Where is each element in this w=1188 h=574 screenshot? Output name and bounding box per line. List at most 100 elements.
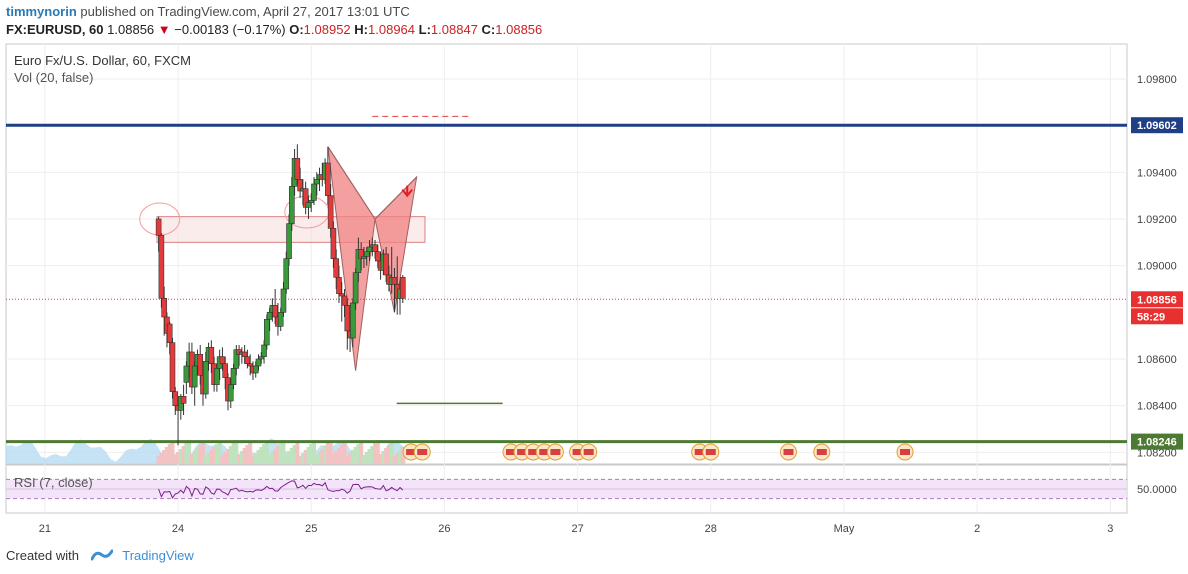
volume-bar [239,451,244,464]
volume-bar [345,456,350,464]
time-tick-label: 24 [172,523,184,535]
volume-bar [367,449,372,464]
candle-body [286,223,292,259]
volume-bar [173,455,178,464]
volume-bars [6,438,406,464]
candle-body [277,312,284,327]
volume-average-area [6,438,406,464]
volume-bar [234,440,239,464]
high-label: H: [354,22,369,37]
candle-body [344,305,351,332]
price-pane[interactable] [5,43,1128,465]
volume-bar [270,452,275,464]
volume-bar [195,448,200,464]
down-arrow-icon: ▼ [157,22,171,37]
candle-body [244,356,251,364]
volume-bar [298,456,303,464]
candle-body [155,218,162,236]
volume-bar [225,449,230,464]
time-tick-label: 28 [705,523,717,535]
candle-body [308,200,315,203]
candle-body [372,244,378,252]
candle-body [180,396,187,404]
us-flag-icon [539,449,550,455]
us-flag-icon [417,449,428,455]
volume-bar [400,447,405,464]
us-flag-icon [783,449,794,455]
candle-body [272,305,278,318]
volume-bar [359,441,364,464]
candle-body [222,363,229,378]
us-flag-icon [816,449,827,455]
last-price: 1.08856 [107,22,155,37]
tradingview-link[interactable]: TradingView [122,548,194,563]
candle-body [375,251,381,262]
rsi-indicator [6,478,1127,500]
candle-body [172,391,179,406]
volume-bar [334,451,339,464]
volume-bar [214,444,219,464]
volume-bar [395,453,400,464]
us-flag-icon [705,449,716,455]
candle-body [280,288,287,313]
candle-body [311,183,317,201]
volume-bar [275,446,280,464]
volume-bar [325,443,330,464]
candle-body [227,384,234,402]
time-tick-label: 3 [1107,523,1113,535]
support-label: 1.08246 [1137,437,1177,449]
candle-body [383,253,389,276]
volume-bar [167,444,172,464]
candles [155,144,406,446]
volume-bar [378,454,383,464]
harmonic-bd [374,176,418,220]
candle-body [255,358,262,367]
candle-body [288,186,295,224]
price-tick-label: 1.09000 [1137,261,1177,273]
volume-bar [328,440,333,464]
volume-bar [384,448,389,464]
price-tick-label: 1.09800 [1137,74,1177,86]
volume-bar [353,447,358,464]
candle-body [327,195,334,229]
candle-body [313,179,320,185]
candle-body [264,319,270,346]
candle-body [283,258,290,290]
volume-bar [306,447,311,464]
published-text: published on TradingView.com, April 27, … [80,4,410,19]
candle-body [197,354,204,376]
publish-line: timmynorin published on TradingView.com,… [6,4,410,19]
volume-bar [361,455,366,464]
time-axis[interactable]: 21 24 25 26 27 28 May 2 3 [39,523,1114,535]
candle-body [214,368,220,385]
candle-body [399,277,406,299]
symbol-label: FX:EURUSD, 60 [6,22,104,37]
volume-bar [389,442,394,464]
volume-bar [237,454,242,464]
volume-bar [209,450,214,464]
created-with-label: Created with [6,548,79,563]
volume-bar [192,451,197,464]
candle-body [294,158,301,180]
candle-body [361,256,367,259]
volume-bar [201,442,206,464]
price-axis[interactable]: 1.09800 1.09400 1.09200 1.09000 1.08600 1.084… [1131,74,1183,496]
volume-bar [162,450,167,464]
volume-bar [339,445,344,464]
price-tick-label: 1.09200 [1137,214,1177,226]
time-tick-label: May [834,523,855,535]
us-flag-icon [694,449,705,455]
us-flag-icon [583,449,594,455]
volume-bar [217,441,222,464]
volume-bar [181,446,186,464]
price-tick-label: 1.08200 [1137,447,1177,459]
candle-body [169,342,176,392]
volume-bar [295,442,300,464]
author-link[interactable]: timmynorin [6,4,77,19]
volume-legend: Vol (20, false) [14,70,94,85]
candle-body [166,323,173,343]
candle-body [208,347,215,364]
volume-bar [273,449,278,464]
time-tick-label: 21 [39,523,51,535]
